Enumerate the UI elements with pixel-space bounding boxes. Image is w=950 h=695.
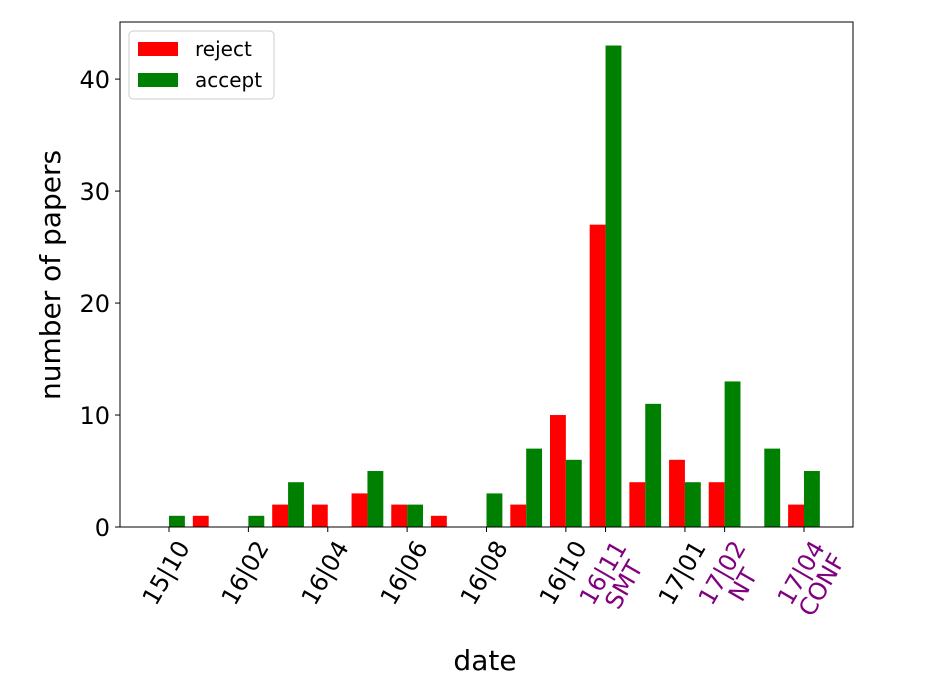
legend-swatch xyxy=(138,73,178,87)
y-tick-label: 30 xyxy=(79,178,110,206)
bar xyxy=(764,448,781,527)
y-tick-label: 40 xyxy=(79,66,110,94)
bar xyxy=(288,482,304,527)
bar xyxy=(549,415,566,527)
legend-label: reject xyxy=(195,37,252,61)
bar xyxy=(724,381,741,527)
bar xyxy=(803,471,820,527)
y-tick-label: 10 xyxy=(79,402,110,430)
y-tick-label: 0 xyxy=(95,514,110,542)
bar xyxy=(605,45,622,528)
legend-label: accept xyxy=(195,68,262,92)
legend: reject accept xyxy=(128,30,275,100)
bar xyxy=(367,471,384,527)
bar xyxy=(430,515,447,527)
bar xyxy=(629,482,646,527)
bar xyxy=(669,459,685,527)
bar xyxy=(486,493,503,527)
bar xyxy=(510,504,527,527)
bar xyxy=(565,459,582,527)
bar xyxy=(391,504,408,527)
legend-swatch xyxy=(138,42,178,56)
y-tick-label: 20 xyxy=(79,290,110,318)
y-axis-label: number of papers xyxy=(34,150,67,400)
bar xyxy=(407,504,424,527)
bar xyxy=(272,504,289,527)
bar xyxy=(192,515,209,527)
bar xyxy=(708,482,725,527)
bar xyxy=(684,482,701,527)
bar xyxy=(589,224,606,527)
bar xyxy=(645,403,662,527)
bar xyxy=(248,515,265,527)
x-axis-label: date xyxy=(453,644,516,677)
bar xyxy=(351,493,368,527)
bar xyxy=(311,504,328,527)
bar xyxy=(526,448,543,527)
bar xyxy=(169,515,185,527)
bar xyxy=(788,504,804,527)
